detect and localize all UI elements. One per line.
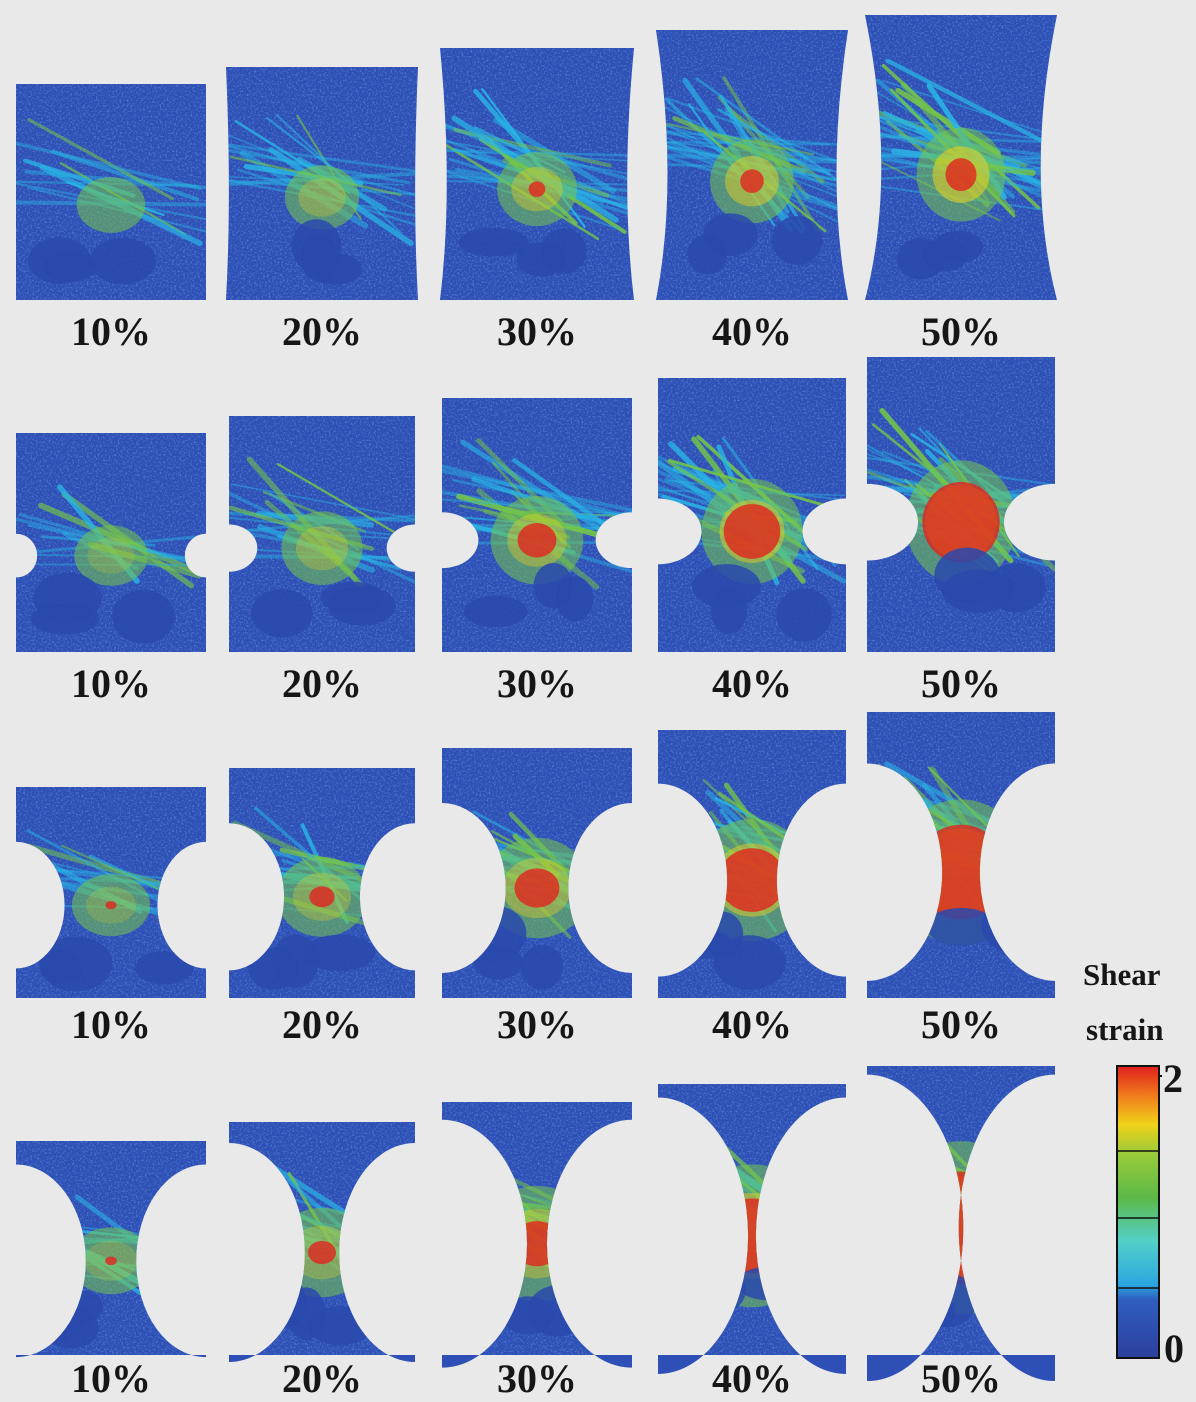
specimen-panel — [658, 1084, 846, 1374]
shear-strain-colorbar: Shear strain 2 0 — [1083, 957, 1184, 1371]
specimen-panel — [229, 416, 415, 652]
specimen-panel — [867, 357, 1055, 652]
specimen-panel — [867, 1066, 1055, 1382]
strain-label: 50% — [921, 1002, 1001, 1047]
specimen-panel — [16, 1141, 206, 1358]
strain-label: 30% — [497, 1356, 577, 1401]
strain-label: 50% — [921, 661, 1001, 706]
strain-label: 10% — [71, 1356, 151, 1401]
strain-label: 30% — [497, 309, 577, 354]
strain-label: 40% — [712, 661, 792, 706]
strain-label: 10% — [71, 309, 151, 354]
specimen-panel — [442, 748, 632, 998]
specimen-panel — [867, 712, 1055, 998]
specimen-panel — [229, 1122, 415, 1362]
specimen-panel — [865, 15, 1057, 300]
strain-label: 30% — [497, 661, 577, 706]
specimen-panel — [656, 30, 848, 300]
legend-max-label: 2 — [1163, 1056, 1183, 1101]
specimen-panel — [226, 67, 418, 300]
specimen-panel — [658, 378, 846, 652]
strain-label: 20% — [282, 1356, 362, 1401]
strain-label: 20% — [282, 1002, 362, 1047]
strain-label: 30% — [497, 1002, 577, 1047]
strain-label: 50% — [921, 309, 1001, 354]
strain-label: 10% — [71, 661, 151, 706]
legend-title-line2: strain — [1086, 1012, 1164, 1047]
specimen-panel — [442, 1102, 632, 1368]
legend-title-line1: Shear — [1083, 957, 1161, 992]
specimen-panel — [16, 433, 206, 652]
strain-label: 20% — [282, 661, 362, 706]
specimen-panel — [16, 787, 206, 998]
strain-label: 40% — [712, 1002, 792, 1047]
specimen-panel — [229, 768, 415, 998]
strain-level-labels: 10% 20% 30% 40% 50% 10% 20% 30% 40% 50% 10% 20% 30% 4… — [71, 309, 1001, 1401]
strain-label: 20% — [282, 309, 362, 354]
strain-label: 40% — [712, 1356, 792, 1401]
specimen-panel — [658, 730, 846, 998]
legend-min-label: 0 — [1164, 1326, 1184, 1371]
colorbar-gradient — [1116, 1065, 1160, 1359]
specimen-panel — [440, 48, 634, 300]
strain-label: 10% — [71, 1002, 151, 1047]
strain-label: 40% — [712, 309, 792, 354]
specimen-grid — [16, 15, 1057, 1382]
specimen-panel — [442, 398, 632, 652]
specimen-panel — [16, 84, 206, 300]
strain-label: 50% — [921, 1356, 1001, 1401]
